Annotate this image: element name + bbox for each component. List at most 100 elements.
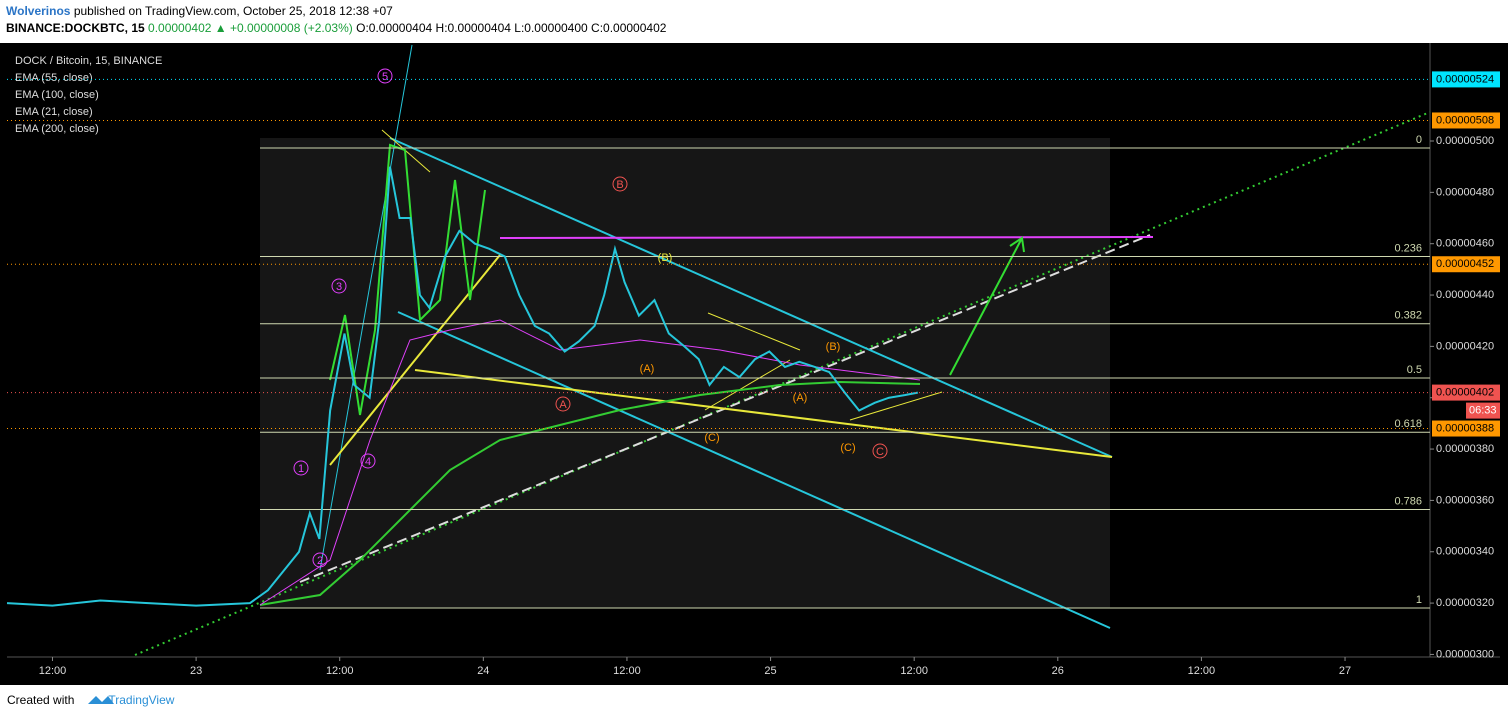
price-line xyxy=(6,166,918,607)
wedge-bottom xyxy=(704,359,791,411)
wave-label: C xyxy=(876,446,884,458)
wave-label: 5 xyxy=(382,71,388,83)
wave-circle xyxy=(312,552,328,568)
wave-label: (A) xyxy=(640,363,655,375)
y-tick-label: 0.00000500 xyxy=(1436,135,1494,147)
arrow-head xyxy=(1009,236,1025,253)
close: C:0.00000402 xyxy=(591,21,667,35)
fib-label: 0.382 xyxy=(1394,310,1422,322)
wave-circle xyxy=(331,278,347,294)
trend-dotted xyxy=(134,111,1431,656)
support-line xyxy=(414,369,1113,458)
wave-circle xyxy=(872,443,888,459)
x-tick-label: 12:00 xyxy=(39,665,67,677)
wave-label: A xyxy=(559,399,567,411)
header: Wolverinos published on TradingView.com,… xyxy=(6,3,666,37)
x-tick-label: 12:00 xyxy=(613,665,641,677)
x-tick-label: 26 xyxy=(1052,665,1064,677)
y-tick-label: 0.00000460 xyxy=(1436,238,1494,250)
wave-label: 4 xyxy=(365,456,371,468)
legend-item: EMA (100, close) xyxy=(15,89,99,101)
publish-line: Wolverinos published on TradingView.com,… xyxy=(6,3,666,20)
channel-upper xyxy=(389,137,1113,458)
wave-label: B xyxy=(616,179,623,191)
y-tick-label: 0.00000440 xyxy=(1436,289,1494,301)
wave-label: (B) xyxy=(826,341,841,353)
target-arrow xyxy=(949,237,1023,376)
legend-title: DOCK / Bitcoin, 15, BINANCE xyxy=(15,55,162,67)
symbol-line: BINANCE:DOCKBTC, 15 0.00000402 ▲ +0.0000… xyxy=(6,20,666,37)
wave-label: 3 xyxy=(336,281,342,293)
countdown-tag xyxy=(1466,402,1500,419)
wedge-end xyxy=(849,391,943,421)
price-tag xyxy=(1432,71,1500,88)
wave-label: (A) xyxy=(793,392,808,404)
wave-circle xyxy=(377,68,393,84)
y-tick-label: 0.00000340 xyxy=(1436,546,1494,558)
wave-label: (C) xyxy=(840,442,855,454)
symbol: BINANCE:DOCKBTC, 15 xyxy=(6,21,145,35)
drawings xyxy=(134,44,1431,656)
fib-zone xyxy=(260,138,1110,608)
fib-label: 0.5 xyxy=(1407,364,1422,376)
tv-logo xyxy=(88,696,114,704)
x-tick-label: 25 xyxy=(764,665,776,677)
price-tag-label: 0.00000452 xyxy=(1436,258,1494,270)
fib-label: 1 xyxy=(1416,594,1422,606)
wave-circle xyxy=(612,176,628,192)
price-tag xyxy=(1432,420,1500,437)
brand[interactable]: TradingView xyxy=(108,693,175,707)
fib-label: 0 xyxy=(1416,134,1422,146)
x-tick-label: 27 xyxy=(1339,665,1351,677)
last: 0.00000402 xyxy=(148,21,212,35)
x-tick-label: 12:00 xyxy=(900,665,928,677)
y-tick-label: 0.00000480 xyxy=(1436,186,1494,198)
legend-item: EMA (55, close) xyxy=(15,72,93,84)
price-tag-label: 0.00000402 xyxy=(1436,386,1494,398)
channel-lower xyxy=(397,311,1111,629)
y-tick-label: 0.00000300 xyxy=(1436,648,1494,660)
price-tag xyxy=(1432,384,1500,401)
footer-background xyxy=(0,685,1508,719)
fib-label: 0.618 xyxy=(1394,418,1422,430)
impulse-line xyxy=(319,44,413,571)
price-tag xyxy=(1432,112,1500,129)
fib-label: 0.786 xyxy=(1394,495,1422,507)
wave-label: (C) xyxy=(704,432,719,444)
fib-label: 0.236 xyxy=(1394,242,1422,254)
price-tag-label: 0.00000388 xyxy=(1436,422,1494,434)
wave-circle xyxy=(293,460,309,476)
y-tick-label: 0.00000380 xyxy=(1436,443,1494,455)
wave-circle xyxy=(555,396,571,412)
wave-label: 1 xyxy=(298,463,304,475)
author[interactable]: Wolverinos xyxy=(6,4,71,18)
wedge-top xyxy=(707,312,801,351)
legend: DOCK / Bitcoin, 15, BINANCE EMA (55, clo… xyxy=(15,55,162,135)
high: H:0.00000404 xyxy=(435,21,511,35)
y-tick-label: 0.00000420 xyxy=(1436,340,1494,352)
x-tick-label: 12:00 xyxy=(326,665,354,677)
published: published on TradingView.com, October 25… xyxy=(73,4,393,18)
low: L:0.00000400 xyxy=(514,21,588,35)
wave-circle xyxy=(360,453,376,469)
change: ▲ +0.00000008 (+2.03%) xyxy=(214,21,353,35)
x-tick-label: 23 xyxy=(190,665,202,677)
price-tag xyxy=(1432,256,1500,273)
y-tick-label: 0.00000320 xyxy=(1436,597,1494,609)
footer: Created with TradingView xyxy=(7,693,174,707)
created-with: Created with xyxy=(7,693,75,707)
x-tick-label: 24 xyxy=(477,665,489,677)
legend-item: EMA (200, close) xyxy=(15,123,99,135)
wave-label: 2 xyxy=(317,555,323,567)
wave-curve xyxy=(329,143,486,416)
countdown: 06:33 xyxy=(1469,404,1497,416)
y-tick-label: 0.00000360 xyxy=(1436,494,1494,506)
x-tick-label: 12:00 xyxy=(1188,665,1216,677)
price-tag-label: 0.00000524 xyxy=(1436,73,1494,85)
price-tag-label: 0.00000508 xyxy=(1436,114,1494,126)
open: O:0.00000404 xyxy=(356,21,433,35)
target-line xyxy=(499,236,1154,239)
wave-label: (B) xyxy=(658,252,673,264)
